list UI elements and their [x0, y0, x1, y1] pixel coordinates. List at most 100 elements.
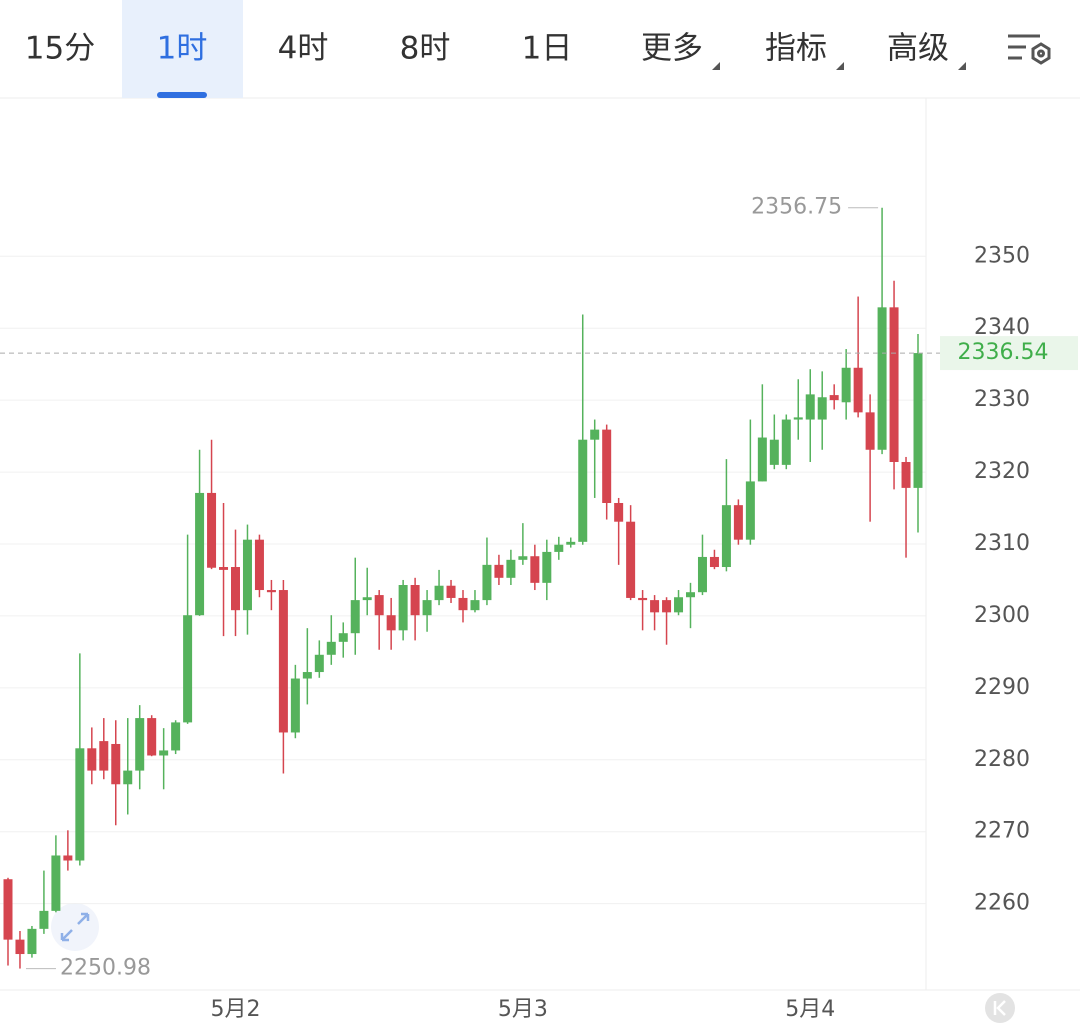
candle-body — [805, 394, 815, 420]
candle-body — [123, 770, 133, 785]
y-tick-label: 2350 — [974, 243, 1030, 268]
x-tick-label: 5月2 — [211, 997, 261, 1022]
candle-body — [913, 353, 923, 488]
candle-body — [183, 615, 193, 723]
candle-body — [386, 615, 396, 631]
tab[interactable]: 15分 — [25, 31, 95, 67]
candle-body — [506, 559, 516, 578]
tab[interactable]: 8时 — [400, 31, 451, 67]
candle-body — [3, 879, 13, 940]
candle-body — [614, 502, 624, 522]
y-tick-label: 2270 — [974, 819, 1030, 844]
x-tick-label: 5月4 — [785, 997, 835, 1022]
candle-body — [231, 567, 240, 611]
candle-body — [494, 564, 504, 578]
candle-body — [590, 429, 600, 440]
candle-body — [27, 928, 37, 955]
settings-icon[interactable] — [1008, 34, 1051, 65]
candle-body — [757, 437, 767, 482]
candle-body — [829, 395, 839, 401]
candle-body — [662, 600, 672, 613]
candle-body — [362, 597, 372, 601]
candle-body — [219, 567, 229, 570]
candle-body — [290, 678, 300, 733]
y-tick-label: 2330 — [974, 387, 1030, 412]
tab[interactable]: 1日 — [522, 31, 573, 67]
y-tick-label: 2320 — [974, 459, 1030, 484]
candle-body — [602, 429, 612, 503]
candle-body — [781, 419, 791, 465]
candle-body — [841, 367, 851, 403]
candle-body — [39, 910, 49, 929]
candle-body — [793, 417, 803, 420]
candle-body — [422, 600, 432, 616]
tab[interactable]: 1时 — [157, 31, 208, 67]
candle-body — [817, 397, 827, 420]
y-tick-label: 2290 — [974, 675, 1030, 700]
candle-body — [326, 641, 336, 655]
active-tab-bg — [122, 0, 243, 98]
y-tick-label: 2340 — [974, 315, 1030, 340]
candle-body — [470, 600, 480, 611]
tab-menu-arrow — [958, 62, 966, 70]
candle-body — [865, 412, 875, 450]
candle-body — [518, 556, 528, 560]
candle-body — [697, 556, 707, 593]
candle-body — [75, 748, 85, 861]
candle-body — [674, 597, 684, 613]
tab[interactable]: 高级 — [887, 31, 949, 67]
candle-body — [302, 672, 312, 679]
candle-body — [578, 439, 588, 542]
candle-body — [171, 722, 181, 751]
candle-body — [195, 492, 205, 616]
candle-body — [769, 439, 779, 465]
tab[interactable]: 指标 — [765, 31, 827, 67]
candle-body — [338, 633, 348, 642]
y-tick-label: 2280 — [974, 747, 1030, 772]
candle-body — [111, 743, 121, 785]
candle-body — [853, 367, 863, 413]
candle-body — [733, 505, 743, 540]
candle-body — [626, 521, 636, 598]
candle-body — [434, 585, 444, 601]
candle-body — [135, 718, 145, 771]
candle-body — [745, 481, 755, 540]
candle-body — [410, 585, 420, 616]
candle-body — [901, 461, 911, 488]
expand-icon[interactable] — [51, 903, 99, 951]
candle-body — [530, 556, 540, 583]
y-tick-label: 2300 — [974, 603, 1030, 628]
last-price-box — [940, 336, 1078, 371]
candle-body — [99, 741, 109, 771]
candle-body — [147, 718, 157, 756]
candle-body — [207, 492, 217, 568]
candle-body — [242, 539, 252, 611]
candle-body — [650, 600, 660, 613]
candle-body — [482, 564, 492, 601]
candle-body — [877, 307, 887, 450]
last-price-label: 2336.54 — [958, 340, 1049, 365]
candle-body — [51, 855, 61, 911]
candle-body — [458, 597, 468, 611]
tab[interactable]: 更多 — [641, 31, 703, 67]
candle-body — [266, 590, 276, 593]
candle-body — [254, 539, 264, 591]
candle-body — [566, 541, 576, 545]
candle-body — [314, 654, 324, 673]
y-tick-label: 2310 — [974, 531, 1030, 556]
candle-body — [278, 590, 288, 733]
tab-menu-arrow — [712, 62, 720, 70]
candle-body — [398, 585, 408, 631]
candle-body — [686, 592, 695, 598]
y-tick-label: 2260 — [974, 891, 1030, 916]
candle-body — [554, 544, 564, 552]
candle-body — [721, 505, 731, 568]
tab-menu-arrow — [836, 62, 844, 70]
candle-body — [15, 939, 25, 955]
scroll-end-button[interactable] — [985, 993, 1015, 1023]
candle-body — [638, 597, 648, 601]
candle-body — [542, 551, 552, 583]
tab[interactable]: 4时 — [278, 31, 329, 67]
